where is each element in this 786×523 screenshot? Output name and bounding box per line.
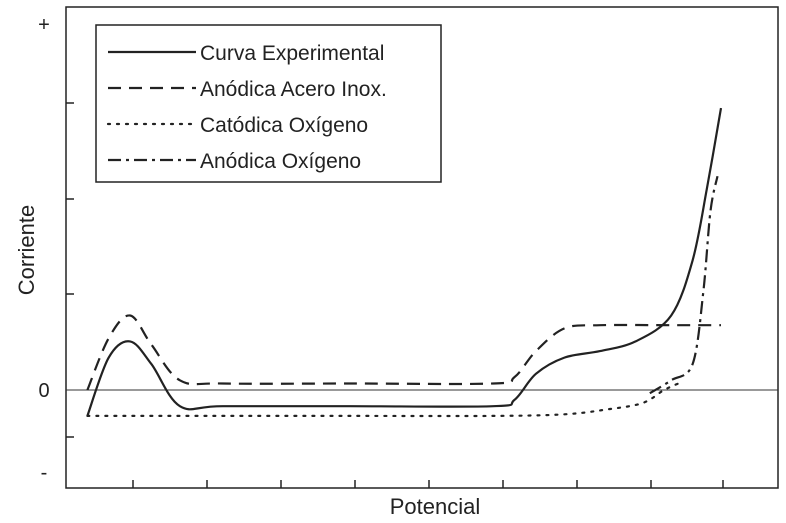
x-axis-label: Potencial [390, 494, 481, 519]
series-line-1 [86, 107, 723, 417]
y-tick-label: 0 [38, 380, 49, 402]
legend-label: Curva Experimental [200, 42, 384, 65]
y-tick-labels: +0 - [38, 14, 50, 484]
plot-area-frame [65, 6, 779, 489]
legend: Curva Experimental Anódica Acero Inox. Cat… [95, 24, 442, 183]
legend-label: Anódica Acero Inox. [200, 78, 387, 101]
y-axis-label: Corriente [14, 205, 39, 295]
series-line-4 [649, 175, 719, 395]
series-layer [86, 107, 723, 418]
legend-label: Catódica Oxígeno [200, 114, 368, 137]
legend-label: Anódica Oxígeno [200, 150, 361, 173]
series-line-2 [86, 314, 721, 391]
y-tick-label: + [38, 14, 50, 36]
axis-ticks [66, 102, 724, 488]
series-line-3 [86, 382, 680, 418]
y-tick-label: - [41, 462, 48, 484]
